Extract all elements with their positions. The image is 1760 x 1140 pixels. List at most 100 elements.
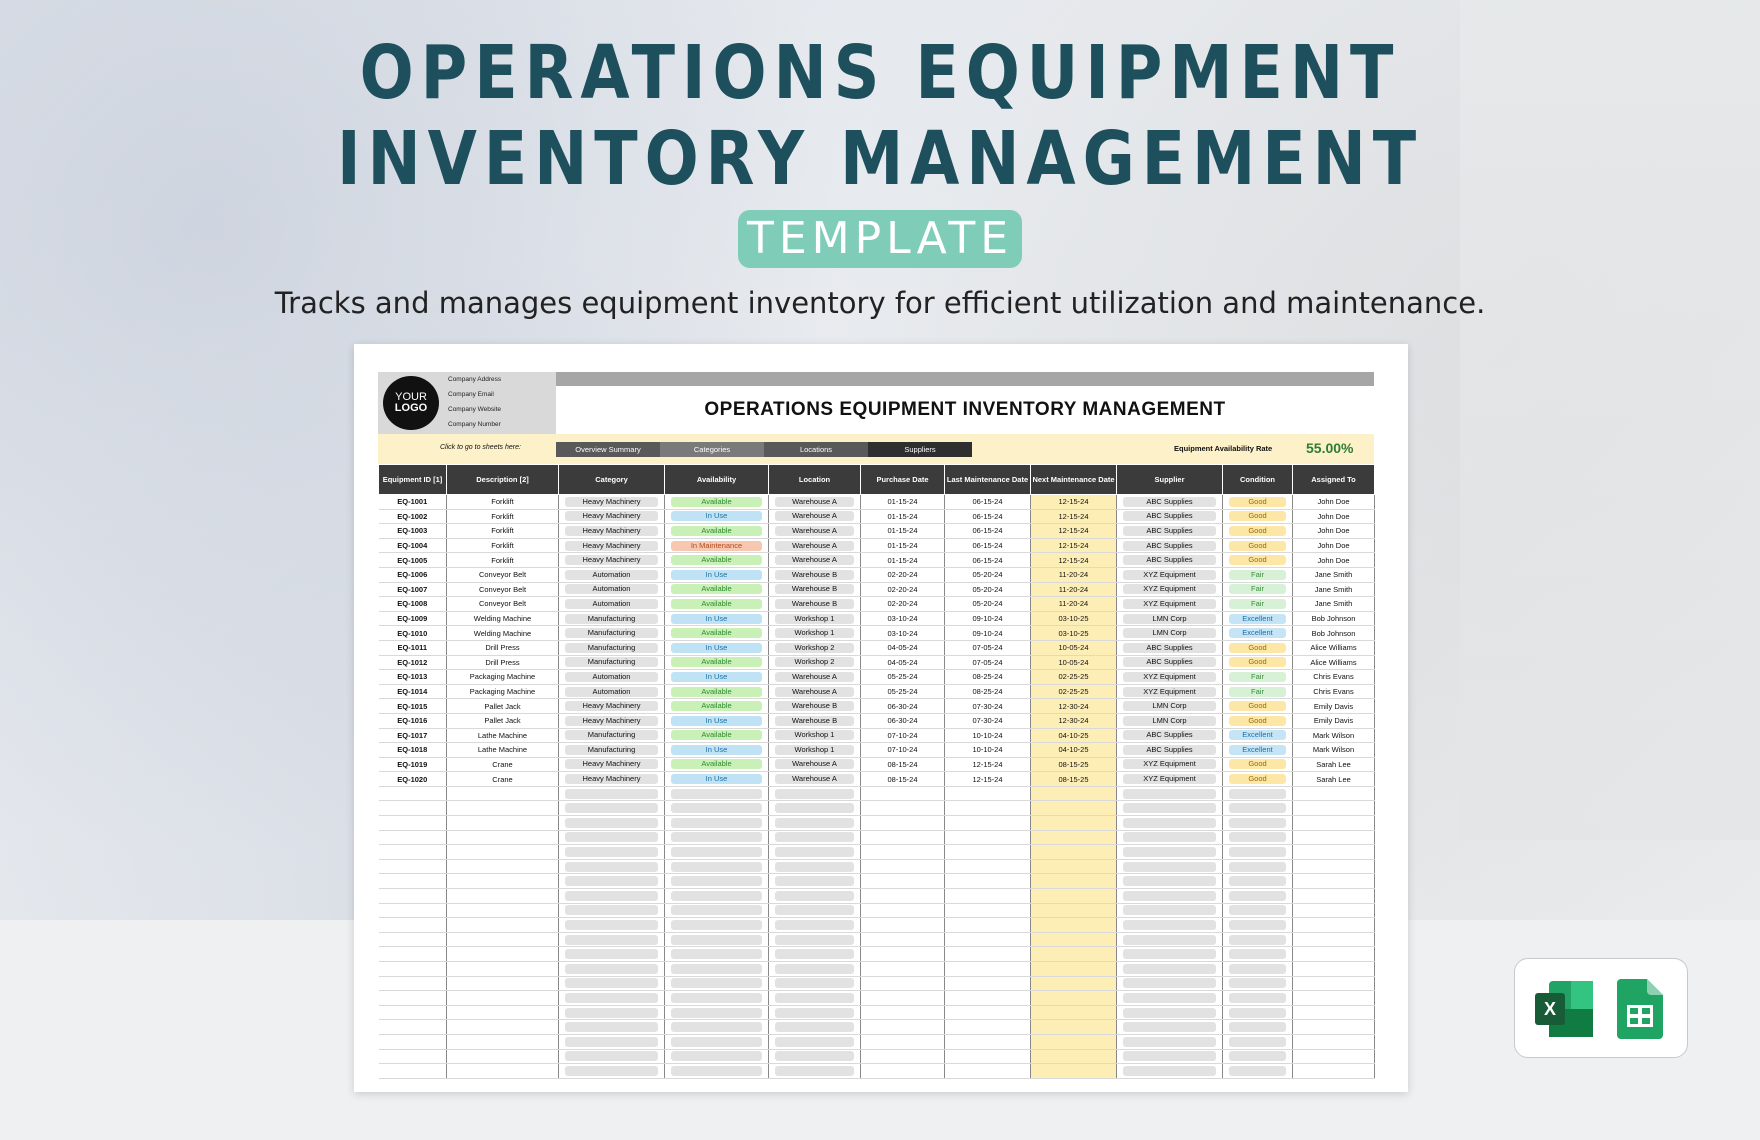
table-cell[interactable]: 05-20-24 bbox=[944, 582, 1031, 598]
table-cell[interactable] bbox=[664, 873, 769, 890]
table-cell[interactable] bbox=[664, 815, 769, 831]
table-cell[interactable] bbox=[1222, 844, 1293, 860]
table-cell[interactable]: Workshop 2 bbox=[768, 640, 861, 656]
table-cell[interactable] bbox=[768, 1005, 861, 1021]
table-cell[interactable]: 12-30-24 bbox=[1030, 698, 1117, 714]
table-cell[interactable]: EQ-1010 bbox=[378, 625, 447, 641]
table-cell[interactable] bbox=[1030, 1049, 1117, 1065]
table-cell[interactable]: 03-10-24 bbox=[860, 625, 945, 641]
table-cell[interactable] bbox=[768, 961, 861, 977]
table-cell[interactable] bbox=[768, 917, 861, 933]
table-cell[interactable] bbox=[1116, 990, 1223, 1006]
table-cell[interactable]: John Doe bbox=[1292, 538, 1375, 554]
table-cell[interactable]: Warehouse B bbox=[768, 698, 861, 714]
table-cell[interactable]: Good bbox=[1222, 640, 1293, 656]
table-cell[interactable]: Heavy Machinery bbox=[558, 757, 665, 773]
table-cell[interactable] bbox=[1030, 990, 1117, 1006]
table-cell[interactable] bbox=[1116, 917, 1223, 933]
table-cell[interactable] bbox=[1222, 830, 1293, 846]
table-cell[interactable] bbox=[1116, 815, 1223, 831]
table-cell[interactable] bbox=[446, 844, 559, 860]
table-cell[interactable]: EQ-1020 bbox=[378, 771, 447, 787]
table-cell[interactable] bbox=[378, 1019, 447, 1035]
table-cell[interactable]: 12-15-24 bbox=[1030, 509, 1117, 525]
table-cell[interactable]: Warehouse A bbox=[768, 538, 861, 554]
table-cell[interactable] bbox=[1030, 961, 1117, 977]
table-cell[interactable] bbox=[558, 786, 665, 802]
table-cell[interactable] bbox=[768, 873, 861, 890]
table-cell[interactable] bbox=[1116, 800, 1223, 817]
table-cell[interactable] bbox=[1292, 932, 1375, 948]
table-cell[interactable]: Mark Wilson bbox=[1292, 742, 1375, 758]
table-cell[interactable] bbox=[944, 932, 1031, 948]
table-cell[interactable] bbox=[558, 917, 665, 933]
table-cell[interactable]: Heavy Machinery bbox=[558, 538, 665, 554]
table-cell[interactable]: 06-30-24 bbox=[860, 698, 945, 714]
table-cell[interactable] bbox=[558, 976, 665, 992]
table-cell[interactable] bbox=[860, 990, 945, 1006]
table-cell[interactable] bbox=[1292, 1049, 1375, 1065]
table-cell[interactable] bbox=[860, 932, 945, 948]
table-cell[interactable]: 02-20-24 bbox=[860, 582, 945, 598]
table-cell[interactable] bbox=[860, 976, 945, 992]
table-cell[interactable] bbox=[860, 888, 945, 904]
table-cell[interactable]: Fair bbox=[1222, 596, 1293, 612]
nav-suppliers[interactable]: Suppliers bbox=[868, 442, 972, 457]
table-cell[interactable] bbox=[1222, 1005, 1293, 1021]
table-cell[interactable] bbox=[1292, 800, 1375, 817]
table-cell[interactable]: 11-20-24 bbox=[1030, 596, 1117, 612]
table-cell[interactable]: 05-20-24 bbox=[944, 567, 1031, 583]
table-cell[interactable] bbox=[1292, 1034, 1375, 1050]
table-cell[interactable]: 02-20-24 bbox=[860, 596, 945, 612]
table-cell[interactable]: 07-05-24 bbox=[944, 655, 1031, 671]
table-cell[interactable] bbox=[860, 961, 945, 977]
table-cell[interactable]: Fair bbox=[1222, 669, 1293, 685]
table-cell[interactable]: XYZ Equipment bbox=[1116, 596, 1223, 612]
table-cell[interactable] bbox=[1292, 903, 1375, 919]
table-cell[interactable]: Manufacturing bbox=[558, 640, 665, 656]
table-cell[interactable]: XYZ Equipment bbox=[1116, 757, 1223, 773]
table-cell[interactable]: Good bbox=[1222, 655, 1293, 671]
table-cell[interactable]: 11-20-24 bbox=[1030, 567, 1117, 583]
table-cell[interactable] bbox=[446, 888, 559, 904]
table-cell[interactable]: Packaging Machine bbox=[446, 669, 559, 685]
table-cell[interactable]: ABC Supplies bbox=[1116, 742, 1223, 758]
table-cell[interactable]: 07-30-24 bbox=[944, 713, 1031, 729]
table-cell[interactable] bbox=[1030, 815, 1117, 831]
table-cell[interactable]: Heavy Machinery bbox=[558, 698, 665, 714]
table-cell[interactable]: 03-10-25 bbox=[1030, 625, 1117, 641]
table-cell[interactable]: LMN Corp bbox=[1116, 698, 1223, 714]
table-cell[interactable]: 06-15-24 bbox=[944, 494, 1031, 510]
table-cell[interactable] bbox=[1292, 1019, 1375, 1035]
table-cell[interactable]: In Use bbox=[664, 567, 769, 583]
table-cell[interactable] bbox=[446, 961, 559, 977]
table-cell[interactable] bbox=[1222, 961, 1293, 977]
table-cell[interactable]: In Use bbox=[664, 771, 769, 787]
table-cell[interactable] bbox=[378, 903, 447, 919]
table-cell[interactable] bbox=[1292, 990, 1375, 1006]
table-cell[interactable] bbox=[446, 1034, 559, 1050]
table-cell[interactable]: Available bbox=[664, 698, 769, 714]
table-cell[interactable] bbox=[378, 1063, 447, 1079]
table-cell[interactable]: In Maintenance bbox=[664, 538, 769, 554]
table-cell[interactable] bbox=[1116, 888, 1223, 904]
table-cell[interactable]: LMN Corp bbox=[1116, 625, 1223, 641]
table-cell[interactable] bbox=[664, 903, 769, 919]
table-cell[interactable]: 01-15-24 bbox=[860, 523, 945, 539]
table-cell[interactable] bbox=[1116, 1019, 1223, 1035]
table-cell[interactable]: EQ-1014 bbox=[378, 684, 447, 700]
table-cell[interactable]: ABC Supplies bbox=[1116, 523, 1223, 539]
table-cell[interactable] bbox=[944, 961, 1031, 977]
table-cell[interactable] bbox=[1030, 903, 1117, 919]
table-cell[interactable] bbox=[446, 917, 559, 933]
table-cell[interactable] bbox=[378, 976, 447, 992]
nav-categories[interactable]: Categories bbox=[660, 442, 764, 457]
table-cell[interactable]: Manufacturing bbox=[558, 625, 665, 641]
table-cell[interactable]: 05-25-24 bbox=[860, 684, 945, 700]
table-cell[interactable]: Warehouse B bbox=[768, 713, 861, 729]
table-cell[interactable]: EQ-1009 bbox=[378, 611, 447, 627]
table-cell[interactable]: Good bbox=[1222, 698, 1293, 714]
table-cell[interactable] bbox=[558, 815, 665, 831]
table-cell[interactable]: 01-15-24 bbox=[860, 538, 945, 554]
table-cell[interactable] bbox=[446, 786, 559, 802]
